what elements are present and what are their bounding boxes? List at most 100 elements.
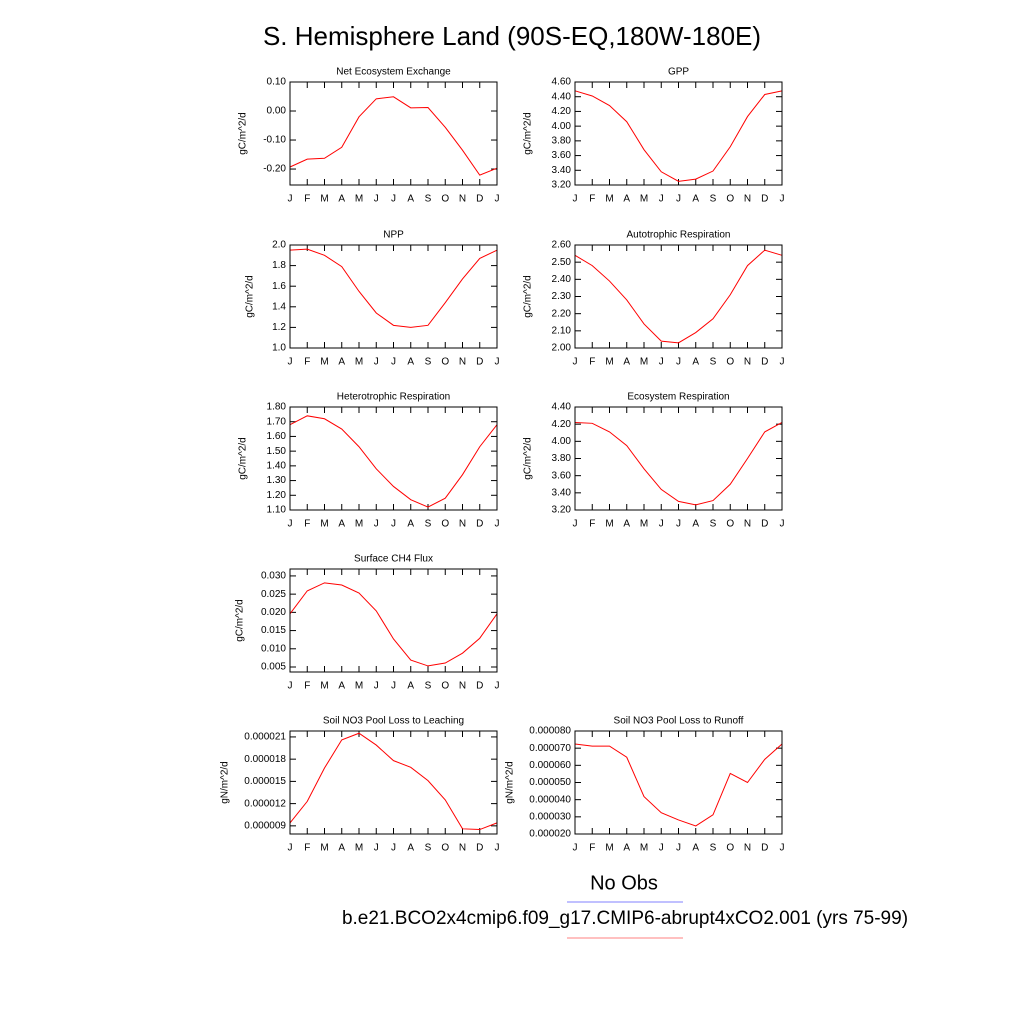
x-tick-label: J	[573, 357, 578, 368]
y-tick-label: 2.50	[552, 257, 572, 268]
y-tick-label: 0.000015	[244, 776, 286, 787]
x-tick-label: A	[407, 357, 414, 368]
x-tick-label: N	[459, 519, 466, 530]
x-tick-label: F	[304, 519, 310, 530]
x-tick-label: J	[288, 681, 293, 692]
x-tick-label: F	[589, 843, 595, 854]
x-tick-label: A	[407, 194, 414, 205]
x-tick-label: A	[692, 843, 699, 854]
y-axis-label: gC/m^2/d	[245, 275, 256, 318]
y-tick-label: 3.60	[552, 470, 572, 481]
data-line	[574, 249, 783, 344]
y-tick-label: 4.20	[552, 419, 572, 430]
x-tick-label: F	[304, 681, 310, 692]
x-tick-label: N	[744, 843, 751, 854]
y-tick-label: 0.000070	[529, 743, 571, 754]
x-tick-label: J	[780, 194, 785, 205]
y-tick-label: 1.80	[267, 402, 287, 413]
x-tick-label: M	[355, 681, 363, 692]
data-line	[289, 96, 498, 176]
x-tick-label: O	[726, 843, 734, 854]
x-tick-label: J	[288, 194, 293, 205]
y-tick-label: 1.6	[272, 281, 286, 292]
x-tick-label: M	[640, 194, 648, 205]
y-axis-label: gC/m^2/d	[235, 599, 246, 642]
y-tick-label: 1.70	[267, 416, 287, 427]
y-tick-label: 4.60	[552, 77, 572, 88]
x-tick-label: S	[425, 681, 432, 692]
x-tick-label: J	[288, 519, 293, 530]
x-tick-label: S	[425, 194, 432, 205]
y-tick-label: 4.20	[552, 106, 572, 117]
y-tick-label: 0.000009	[244, 820, 286, 831]
x-tick-label: M	[605, 194, 613, 205]
x-tick-label: A	[338, 681, 345, 692]
x-tick-label: M	[355, 194, 363, 205]
y-tick-label: 4.40	[552, 91, 572, 102]
y-tick-label: 3.40	[552, 487, 572, 498]
x-tick-label: J	[780, 357, 785, 368]
y-tick-label: 1.0	[272, 343, 286, 354]
x-tick-label: M	[640, 843, 648, 854]
x-tick-label: J	[495, 194, 500, 205]
y-tick-label: 0.000012	[244, 798, 286, 809]
x-tick-label: D	[476, 194, 483, 205]
data-line	[574, 421, 783, 506]
y-axis-label: gC/m^2/d	[238, 112, 249, 155]
x-tick-label: A	[692, 519, 699, 530]
x-tick-label: F	[304, 194, 310, 205]
x-tick-label: J	[391, 681, 396, 692]
panel-title: Surface CH4 Flux	[354, 554, 433, 565]
x-tick-label: S	[710, 519, 717, 530]
panel-title: Soil NO3 Pool Loss to Runoff	[614, 716, 744, 727]
x-tick-label: M	[320, 194, 328, 205]
x-tick-label: S	[710, 194, 717, 205]
x-tick-label: F	[304, 357, 310, 368]
x-tick-label: O	[441, 681, 449, 692]
x-tick-label: J	[374, 194, 379, 205]
x-tick-label: J	[676, 519, 681, 530]
x-tick-label: D	[761, 194, 768, 205]
y-tick-label: 0.000020	[529, 829, 571, 840]
x-tick-label: M	[320, 357, 328, 368]
y-tick-label: 1.2	[272, 322, 286, 333]
x-tick-label: J	[659, 357, 664, 368]
y-tick-label: 0.030	[261, 571, 286, 582]
x-tick-label: M	[605, 519, 613, 530]
x-tick-label: S	[425, 843, 432, 854]
x-tick-label: S	[710, 843, 717, 854]
plot-frame	[289, 568, 498, 673]
data-line	[289, 248, 498, 328]
figure-title: S. Hemisphere Land (90S-EQ,180W-180E)	[263, 21, 761, 51]
x-tick-label: S	[425, 519, 432, 530]
y-tick-label: -0.20	[263, 164, 286, 175]
x-tick-label: A	[692, 194, 699, 205]
x-tick-label: J	[288, 357, 293, 368]
x-tick-label: J	[676, 357, 681, 368]
x-tick-label: J	[573, 843, 578, 854]
x-tick-label: O	[726, 519, 734, 530]
x-tick-label: A	[338, 357, 345, 368]
x-tick-label: N	[459, 194, 466, 205]
x-tick-label: M	[320, 519, 328, 530]
y-tick-label: 1.50	[267, 446, 287, 457]
x-tick-label: O	[441, 519, 449, 530]
plot-frame	[574, 244, 783, 349]
x-tick-label: J	[288, 843, 293, 854]
y-tick-label: 3.20	[552, 505, 572, 516]
x-tick-label: A	[338, 194, 345, 205]
x-tick-label: J	[659, 519, 664, 530]
x-tick-label: N	[459, 681, 466, 692]
y-tick-label: 2.40	[552, 274, 572, 285]
y-axis-label: gN/m^2/d	[505, 761, 516, 804]
panel-title: GPP	[668, 67, 689, 78]
x-tick-label: M	[355, 843, 363, 854]
plot-frame	[574, 406, 783, 511]
y-tick-label: 1.8	[272, 260, 286, 271]
x-tick-label: S	[710, 357, 717, 368]
x-tick-label: D	[761, 843, 768, 854]
x-tick-label: F	[304, 843, 310, 854]
x-tick-label: O	[441, 194, 449, 205]
y-tick-label: 3.60	[552, 150, 572, 161]
